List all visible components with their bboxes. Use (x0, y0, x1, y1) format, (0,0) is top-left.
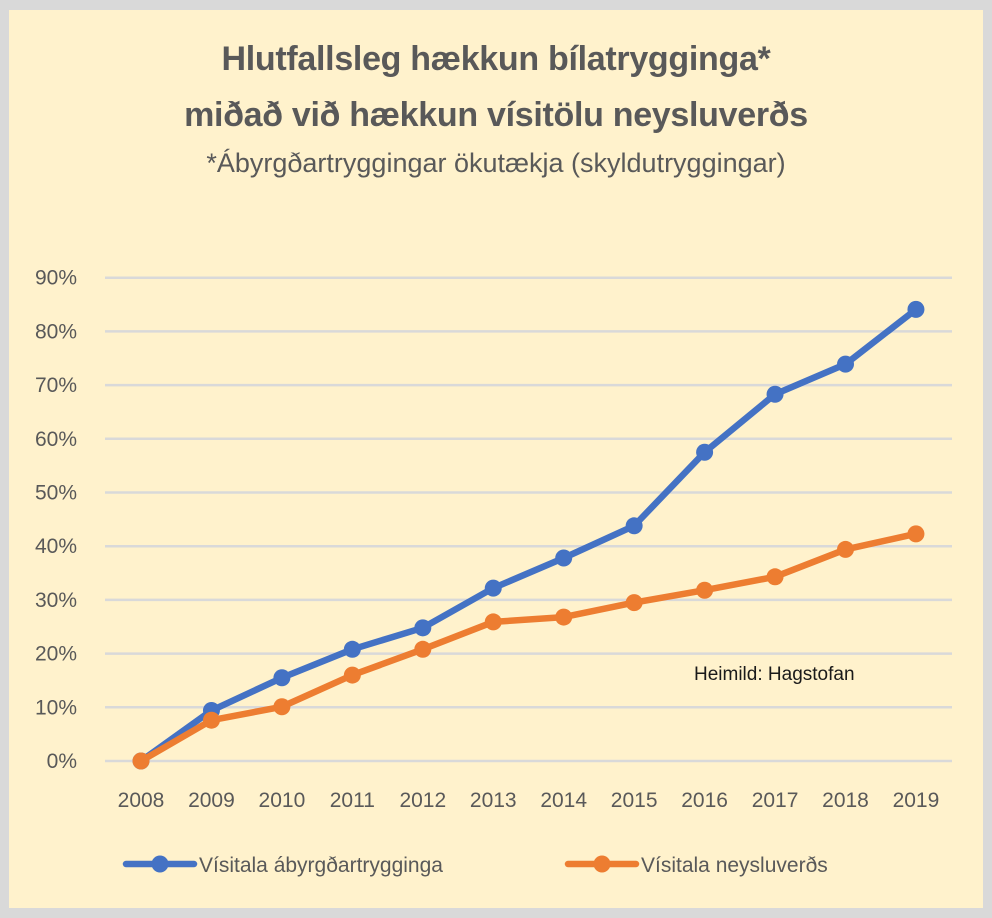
data-point-marker (343, 640, 361, 658)
source-note: Heimild: Hagstofan (694, 664, 855, 685)
data-point-marker (202, 711, 220, 729)
data-point-marker (273, 669, 291, 687)
legend-label: Vísitala neysluverðs (641, 854, 828, 877)
x-tick-label: 2012 (399, 789, 446, 812)
data-point-marker (625, 517, 643, 535)
x-tick-label: 2018 (822, 789, 869, 812)
y-tick-label: 80% (35, 320, 77, 343)
y-tick-label: 60% (35, 428, 77, 451)
x-tick-label: 2017 (752, 789, 799, 812)
x-tick-label: 2016 (681, 789, 728, 812)
data-point-marker (837, 355, 854, 373)
legend-marker-icon (151, 855, 169, 873)
data-point-marker (766, 385, 784, 403)
data-point-marker (414, 619, 432, 637)
data-point-marker (625, 594, 643, 612)
y-tick-label: 70% (35, 374, 77, 397)
y-tick-label: 30% (35, 589, 77, 612)
data-point-marker (696, 581, 714, 599)
legend-marker-icon (593, 855, 611, 873)
y-tick-label: 40% (35, 535, 77, 558)
data-point-marker (484, 579, 502, 597)
legend: Vísitala ábyrgðartrygginga Vísitala neysl… (122, 854, 828, 877)
y-tick-label: 20% (35, 643, 77, 666)
data-point-marker (132, 752, 150, 770)
x-tick-label: 2019 (893, 789, 940, 812)
data-point-marker (907, 300, 925, 318)
legend-label: Vísitala ábyrgðartrygginga (199, 854, 443, 877)
data-point-marker (484, 613, 502, 631)
x-tick-label: 2010 (259, 789, 306, 812)
data-point-marker (414, 640, 432, 658)
data-point-marker (907, 525, 925, 543)
series-cpi (132, 525, 925, 770)
x-tick-label: 2015 (611, 789, 658, 812)
x-tick-label: 2013 (470, 789, 517, 812)
y-tick-label: 10% (35, 696, 77, 719)
y-tick-label: 50% (35, 482, 77, 505)
y-tick-label: 90% (35, 267, 77, 290)
series-line (139, 306, 918, 764)
x-tick-label: 2008 (118, 789, 165, 812)
data-point-marker (696, 443, 714, 461)
series-insurance-index (132, 300, 925, 770)
x-tick-label: 2009 (188, 789, 235, 812)
legend-item: Vísitala neysluverðs (564, 854, 828, 877)
gridlines (105, 276, 952, 763)
chart-title-line2: miðað við hækkun vísitölu neysluverðs (184, 96, 808, 134)
legend-item: Vísitala ábyrgðartrygginga (122, 854, 443, 877)
x-axis-labels: 2008 2009 2010 2011 2012 2013 2014 2015 2016 2017… (118, 789, 940, 812)
y-axis-labels: 0% 10% 20% 30% 40% 50% 60% 70% 80% 90% (35, 267, 77, 773)
chart-panel (9, 10, 983, 908)
data-point-marker (837, 540, 854, 558)
y-tick-label: 0% (47, 750, 77, 773)
x-tick-label: 2014 (540, 789, 587, 812)
data-point-marker (343, 666, 361, 684)
data-series (132, 300, 925, 770)
chart-title-line1: Hlutfallsleg hækkun bílatrygginga* (221, 40, 771, 78)
x-tick-label: 2011 (330, 789, 375, 812)
data-point-marker (273, 698, 291, 716)
chart-subtitle: *Ábyrgðartryggingar ökutækja (skyldutryg… (206, 148, 786, 178)
data-point-marker (766, 568, 784, 586)
data-point-marker (555, 608, 573, 626)
series-line (139, 530, 917, 764)
data-point-marker (555, 549, 573, 567)
